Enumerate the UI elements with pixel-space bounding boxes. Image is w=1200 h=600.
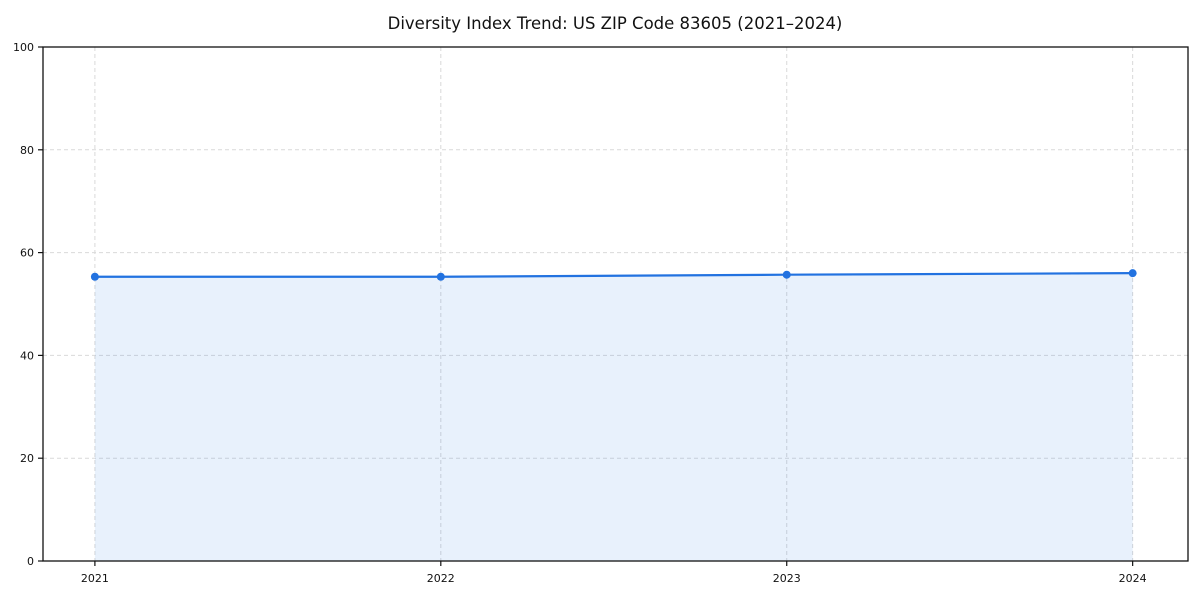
x-tick-label: 2021 [81, 572, 109, 585]
y-tick-label: 40 [20, 349, 34, 362]
plot-border [42, 46, 1189, 562]
labels-layer: 0 20 40 60 80 100 2021 2022 2023 2024 [13, 41, 1147, 585]
trend-line [93, 272, 1134, 278]
y-tick-label: 0 [27, 555, 34, 568]
x-tick-label: 2023 [773, 572, 801, 585]
y-tick-label: 80 [20, 144, 34, 157]
data-point-2022 [436, 272, 445, 281]
y-tick-label: 20 [20, 452, 34, 465]
data-point-2023 [782, 270, 791, 279]
data-point-2021 [90, 272, 99, 281]
axes-layer [38, 46, 1189, 566]
y-tick-label: 100 [13, 41, 34, 54]
y-tick-label: 60 [20, 247, 34, 260]
x-tick-label: 2024 [1119, 572, 1147, 585]
series-layer [90, 269, 1137, 561]
chart-title: Diversity Index Trend: US ZIP Code 83605… [388, 14, 843, 33]
area-fill [94, 273, 1133, 561]
data-point-2024 [1128, 269, 1137, 278]
x-tick-label: 2022 [427, 572, 455, 585]
